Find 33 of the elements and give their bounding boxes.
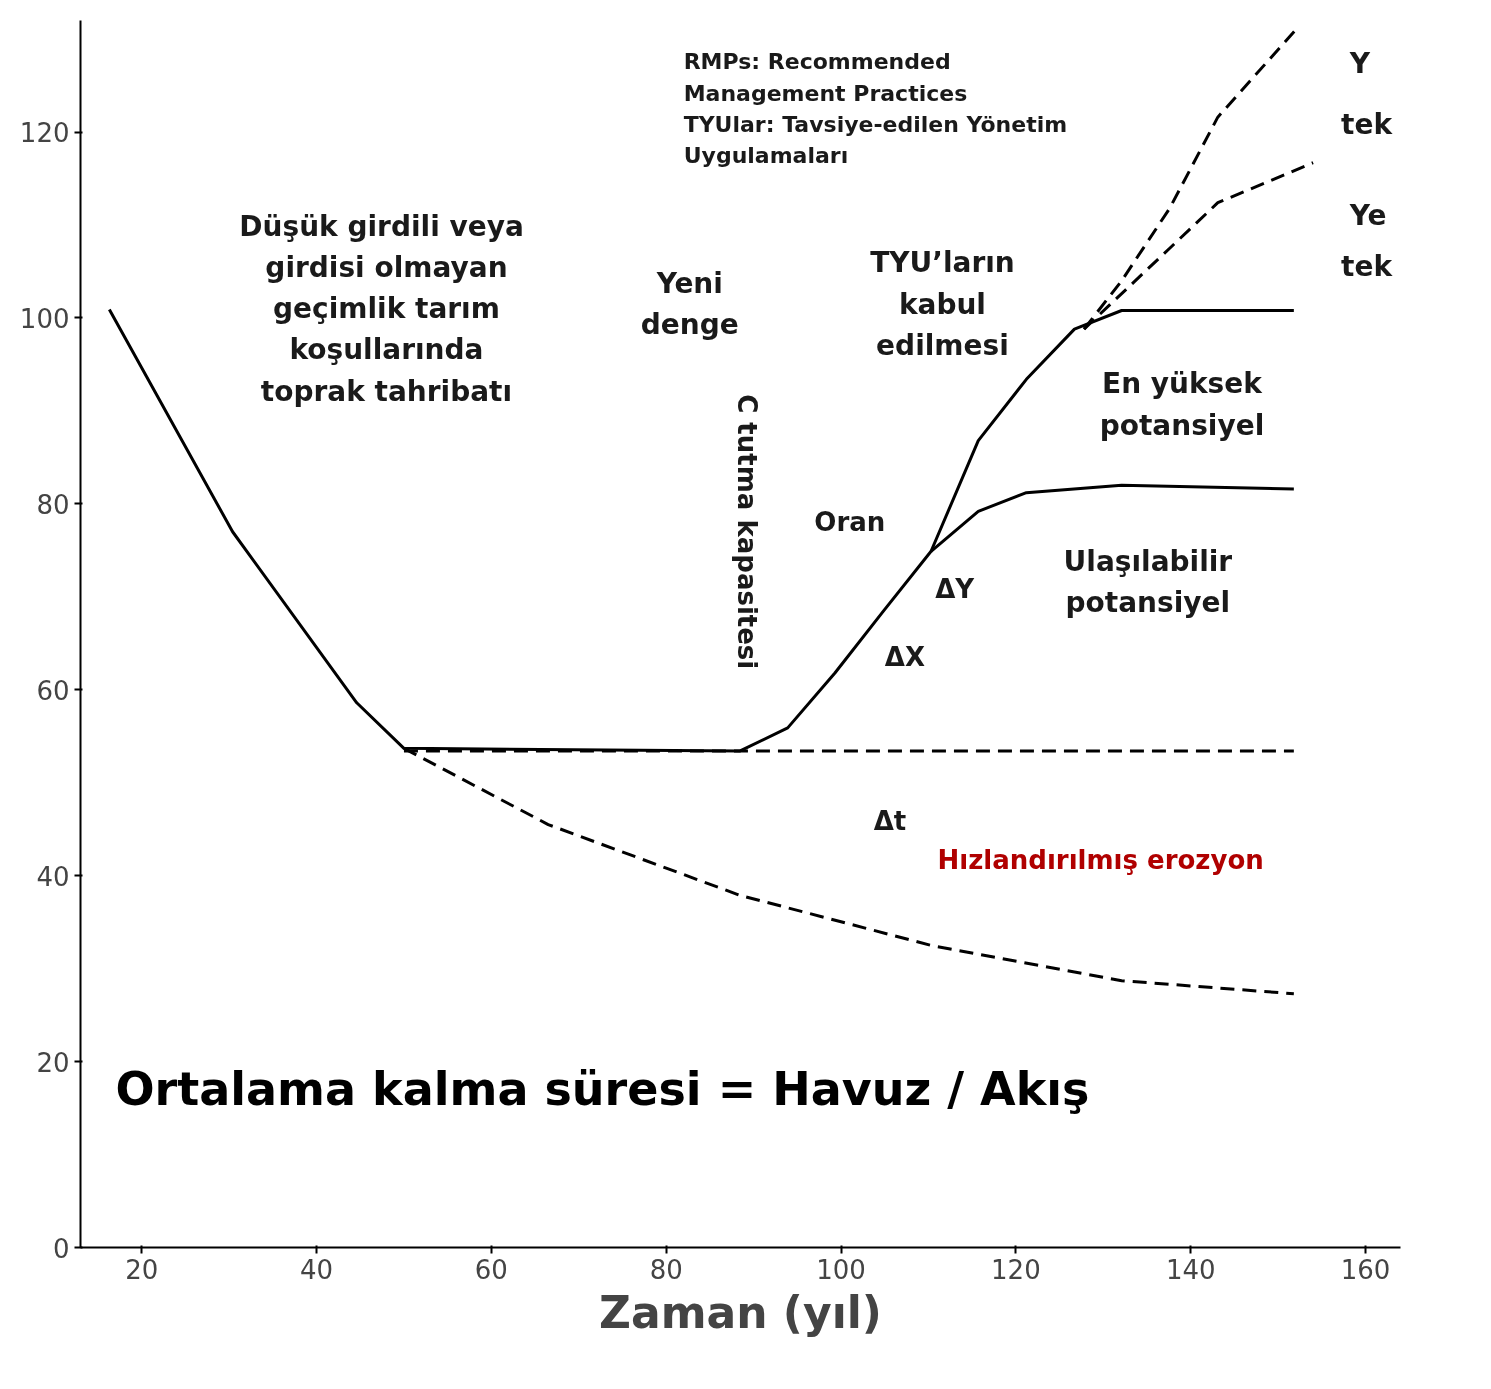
x-tick-label: 100 [816,1254,866,1285]
annotation: Düşük girdili veya girdisi olmayan geçimlik tarım koşullarında toprak tahribatı [239,209,524,408]
annotation: TYU’ların kabul edilmesi [870,246,1015,362]
x-tick-label: 80 [649,1254,683,1285]
annotation: Ortalama kalma süresi = Havuz / Akış [115,1062,1090,1117]
annotation: Yeni denge [640,266,739,342]
x-tick-label: 60 [474,1254,508,1285]
y-tick-label: 60 [36,675,70,706]
x-tick-label: 40 [299,1254,334,1285]
annotation: C tutma kapasitesi [732,394,763,670]
annotation: ΔX [884,642,925,673]
x-tick-label: 140 [1165,1254,1216,1285]
y-tick-label: 100 [19,303,70,334]
x-axis-title: Zaman (yıl) [599,1286,882,1338]
annotation: Ulaşılabilir potansiyel [1063,544,1233,620]
annotation: Oran [814,507,886,538]
y-tick-label: 20 [36,1047,70,1078]
y-tick-label: 0 [52,1233,70,1264]
annotation: tek [1341,250,1394,284]
y-tick-label: 80 [36,489,70,520]
annotation: Δt [873,805,907,836]
y-tick-label: 40 [36,861,70,892]
annotation: Hızlandırılmış erozyon [937,844,1264,875]
y-tick-label: 120 [19,118,70,149]
annotation: Ye [1348,199,1387,233]
annotation: Y [1348,46,1371,80]
annotation: ΔY [935,574,976,605]
annotation: RMPs: Recommended Management Practices TYUlar: Tavsiye-edilen Yönetim Uygulamaları [683,49,1068,169]
annotation: tek [1341,108,1394,142]
x-tick-label: 120 [991,1254,1041,1285]
x-tick-label: 20 [125,1254,159,1285]
x-tick-label: 160 [1340,1254,1391,1285]
annotation: En yüksek potansiyel [1099,367,1265,442]
